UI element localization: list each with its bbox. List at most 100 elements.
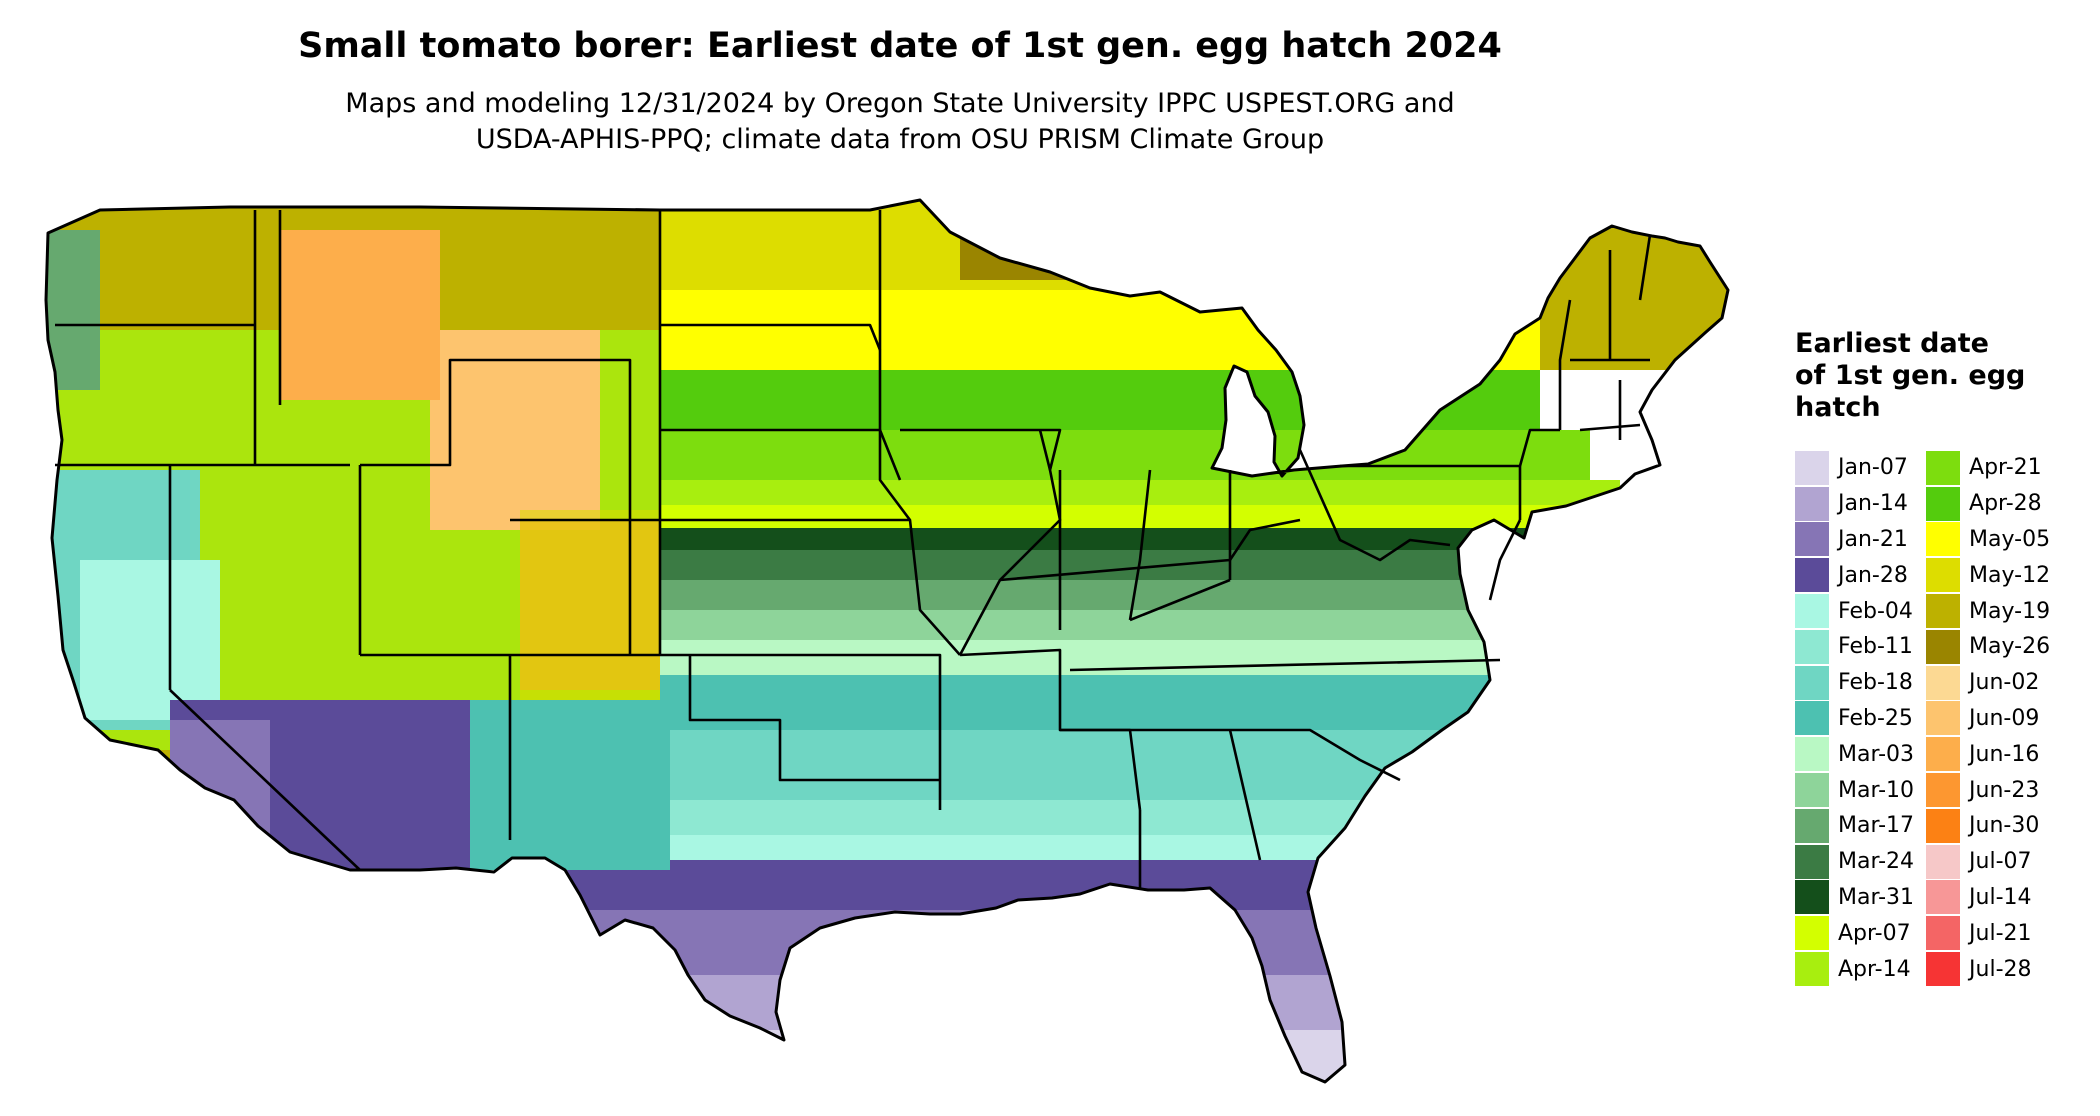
legend-swatch — [1795, 773, 1829, 808]
legend-item: May-05 — [1926, 522, 2050, 558]
legend-label: Apr-14 — [1838, 956, 1911, 982]
legend-label: May-12 — [1969, 562, 2051, 588]
zone-mountains-jun-16-north — [280, 230, 440, 400]
legend: Earliest date of 1st gen. egg hatch Jan-… — [1795, 328, 2095, 987]
legend-swatch — [1926, 773, 1961, 808]
zone-feb-18 — [620, 730, 1620, 810]
legend-item: Apr-07 — [1795, 915, 1914, 951]
legend-item: Mar-24 — [1795, 844, 1914, 880]
legend-label: Mar-03 — [1838, 741, 1915, 767]
map-subtitle-line-1: Maps and modeling 12/31/2024 by Oregon S… — [345, 88, 1455, 119]
legend-label: Jun-30 — [1969, 813, 2040, 839]
us-map — [44, 198, 1730, 1084]
legend-label: May-05 — [1969, 526, 2051, 552]
legend-label: Apr-28 — [1969, 491, 2042, 517]
legend-item: Mar-31 — [1795, 880, 1914, 916]
legend-swatch — [1795, 737, 1829, 772]
legend-item: Jul-14 — [1926, 880, 2050, 916]
legend-swatch — [1926, 522, 1961, 557]
zone-jan-07 — [560, 1030, 1728, 1082]
legend-item: Feb-11 — [1795, 629, 1914, 665]
legend-label: Jul-07 — [1969, 849, 2032, 875]
legend-label: Mar-17 — [1838, 813, 1915, 839]
legend-label: Mar-10 — [1838, 777, 1915, 803]
legend-item: Jun-02 — [1926, 665, 2050, 701]
legend-swatch — [1795, 665, 1829, 700]
legend-item: May-26 — [1926, 629, 2050, 665]
legend-swatch — [1795, 450, 1829, 485]
legend-label: Apr-21 — [1969, 455, 2042, 481]
legend-swatch — [1926, 629, 1961, 664]
zone-may-26-minnesota — [960, 220, 1100, 280]
map-subtitle-line-2: USDA-APHIS-PPQ; climate data from OSU PR… — [475, 124, 1325, 155]
legend-label: Jan-14 — [1838, 491, 1908, 517]
legend-label: Jun-02 — [1969, 670, 2040, 696]
zone-may-05 — [640, 290, 1540, 380]
zone-mountains-jun-09 — [430, 330, 600, 530]
legend-label: Jun-16 — [1969, 741, 2040, 767]
zone-feb-25 — [640, 675, 1640, 735]
legend-swatch — [1926, 808, 1961, 843]
legend-item: Jan-07 — [1795, 450, 1914, 486]
legend-swatch — [1926, 844, 1961, 879]
legend-item: Jan-14 — [1795, 486, 1914, 522]
legend-item: Jun-23 — [1926, 772, 2050, 808]
map-title: Small tomato borer: Earliest date of 1st… — [298, 26, 1502, 66]
legend-item: Jul-07 — [1926, 844, 2050, 880]
legend-swatch — [1795, 522, 1829, 557]
legend-label: Apr-07 — [1838, 920, 1911, 946]
legend-swatch — [1795, 594, 1829, 629]
legend-label: Jun-09 — [1969, 705, 2040, 731]
legend-item: May-12 — [1926, 557, 2050, 593]
legend-column-2: Apr-21 Apr-28 May-05 May-12 May-19 May-26 Jun-… — [1926, 450, 2050, 987]
legend-item: Apr-14 — [1795, 951, 1914, 987]
legend-columns: Jan-07 Jan-14 Jan-21 Jan-28 Feb-04 Feb-11 Feb-… — [1795, 450, 2095, 987]
legend-swatch — [1795, 486, 1829, 521]
legend-item: Jan-21 — [1795, 522, 1914, 558]
legend-item: Feb-04 — [1795, 593, 1914, 629]
legend-label: Jul-21 — [1969, 920, 2032, 946]
legend-swatch — [1926, 701, 1961, 736]
legend-item: Mar-10 — [1795, 772, 1914, 808]
legend-swatch — [1795, 701, 1829, 736]
legend-swatch — [1926, 665, 1961, 700]
legend-label: May-19 — [1969, 598, 2051, 624]
legend-swatch — [1795, 808, 1829, 843]
legend-item: Jun-30 — [1926, 808, 2050, 844]
zone-coast-mar-17 — [46, 230, 100, 390]
legend-label: Jan-21 — [1838, 526, 1908, 552]
legend-item: Feb-25 — [1795, 701, 1914, 737]
legend-item: Jan-28 — [1795, 557, 1914, 593]
legend-label: Feb-04 — [1838, 598, 1913, 624]
legend-column-1: Jan-07 Jan-14 Jan-21 Jan-28 Feb-04 Feb-11 Feb-… — [1795, 450, 1914, 987]
zone-jan-14 — [560, 975, 1728, 1035]
legend-label: Feb-25 — [1838, 705, 1913, 731]
legend-swatch — [1795, 629, 1829, 664]
zone-nm-feb-25 — [470, 700, 670, 870]
zone-coast-feb-04 — [80, 560, 220, 720]
legend-label: Jan-07 — [1838, 455, 1908, 481]
legend-label: Jul-14 — [1969, 884, 2032, 910]
legend-item: Apr-28 — [1926, 486, 2050, 522]
state-borders — [55, 210, 1652, 890]
legend-item: Mar-17 — [1795, 808, 1914, 844]
legend-swatch — [1795, 558, 1829, 593]
legend-item: Apr-21 — [1926, 450, 2050, 486]
legend-item: Jul-21 — [1926, 915, 2050, 951]
legend-item: Mar-03 — [1795, 736, 1914, 772]
legend-item: Feb-18 — [1795, 665, 1914, 701]
legend-swatch — [1926, 450, 1961, 485]
legend-item: Jul-28 — [1926, 951, 2050, 987]
zone-jan-21 — [560, 910, 1728, 980]
legend-swatch — [1926, 916, 1961, 951]
legend-item: May-19 — [1926, 593, 2050, 629]
legend-swatch — [1926, 558, 1961, 593]
legend-label: Mar-24 — [1838, 849, 1915, 875]
zone-sw-jan-21 — [170, 720, 270, 860]
legend-item: Jun-09 — [1926, 701, 2050, 737]
legend-swatch — [1926, 880, 1961, 915]
legend-swatch — [1795, 844, 1829, 879]
legend-label: Jan-28 — [1838, 562, 1908, 588]
legend-swatch — [1795, 880, 1829, 915]
legend-swatch — [1926, 486, 1961, 521]
